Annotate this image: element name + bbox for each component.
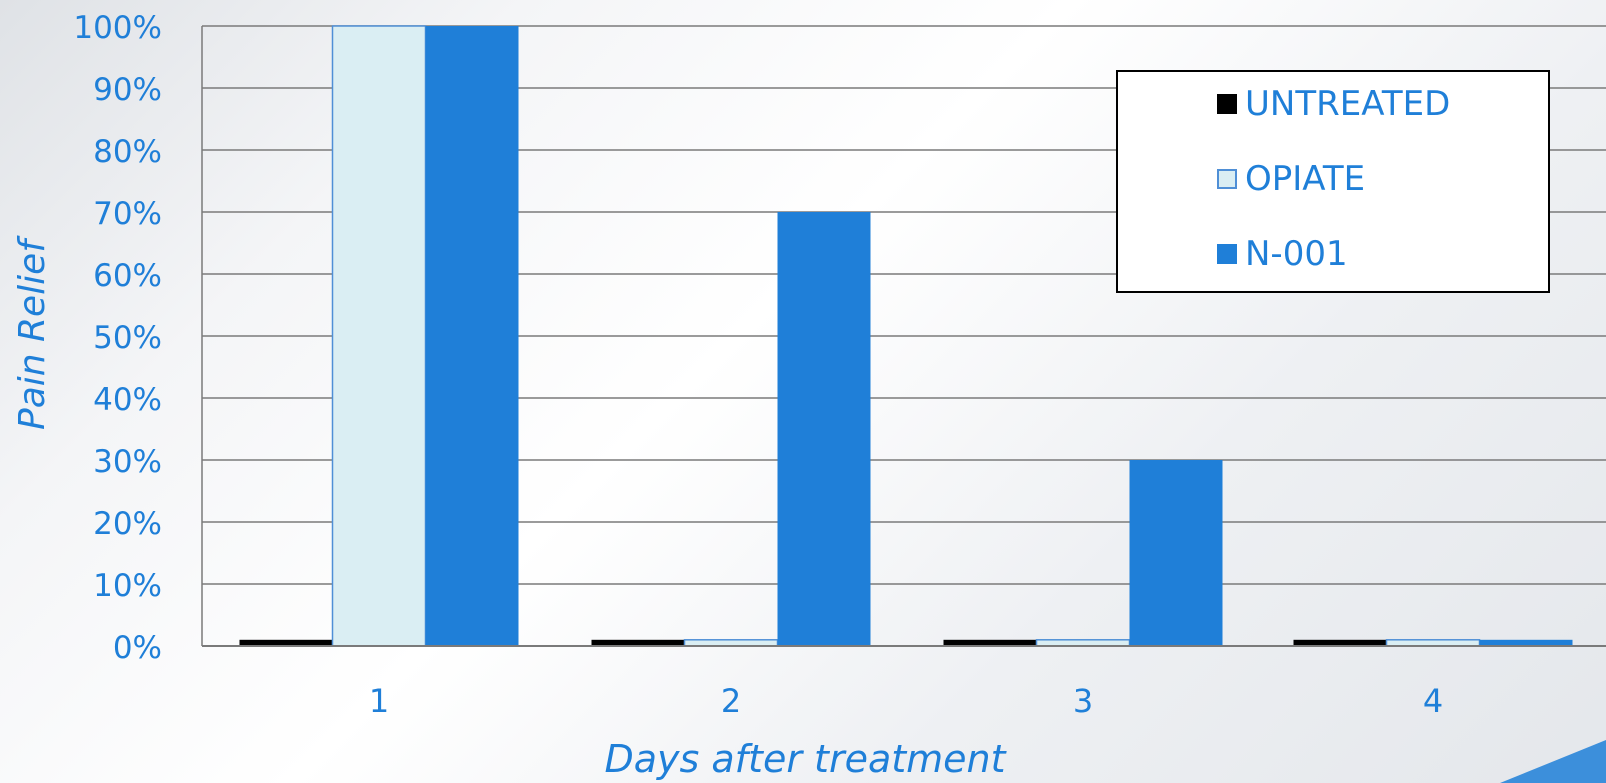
y-axis-label: Pain Relief — [12, 235, 53, 430]
x-tick-label: 2 — [721, 682, 741, 720]
x-tick-label: 3 — [1073, 682, 1093, 720]
legend-label-untreated: UNTREATED — [1245, 84, 1451, 124]
y-tick-label: 90% — [93, 72, 162, 108]
bar-untreated-day-4 — [1293, 639, 1387, 646]
x-tick-label: 1 — [369, 682, 389, 720]
legend-swatch-n-001 — [1217, 244, 1237, 264]
legend-swatch-untreated — [1217, 94, 1237, 114]
axes — [201, 26, 1606, 647]
bar-n-001-day-2 — [777, 212, 871, 646]
y-tick-label: 100% — [73, 10, 162, 46]
bars — [239, 25, 1573, 647]
legend-label-opiate: OPIATE — [1245, 159, 1366, 199]
y-tick-label: 60% — [93, 258, 162, 294]
bar-opiate-day-1 — [331, 25, 427, 647]
legend-item-n-001: N-001 — [1217, 234, 1348, 274]
bar-untreated-day-2 — [591, 639, 685, 646]
legend-label-n-001: N-001 — [1245, 234, 1348, 274]
legend-item-opiate: OPIATE — [1217, 159, 1365, 199]
bar-n-001-day-1 — [425, 26, 519, 646]
y-tick-label: 30% — [93, 444, 162, 480]
y-tick-labels: 0% 10% 20% 30% 40% 50% 60% 70% 80% 90% 100% — [73, 10, 162, 666]
x-tick-label: 4 — [1423, 682, 1443, 720]
y-tick-label: 20% — [93, 506, 162, 542]
legend-swatch-opiate — [1217, 169, 1237, 189]
chart-legend: UNTREATED OPIATE N-001 — [1116, 70, 1550, 293]
bar-n-001-day-3 — [1129, 460, 1223, 646]
bar-untreated-day-1 — [239, 639, 333, 646]
legend-item-untreated: UNTREATED — [1217, 84, 1450, 124]
y-tick-label: 10% — [93, 568, 162, 604]
x-tick-labels: 1 2 3 4 — [369, 682, 1443, 720]
y-tick-label: 80% — [93, 134, 162, 170]
bar-untreated-day-3 — [943, 639, 1037, 646]
y-tick-label: 70% — [93, 196, 162, 232]
x-axis-label: Days after treatment — [604, 737, 1007, 781]
y-tick-label: 40% — [93, 382, 162, 418]
y-tick-label: 0% — [113, 630, 162, 666]
bar-n-001-day-4 — [1479, 639, 1573, 646]
y-tick-label: 50% — [93, 320, 162, 356]
